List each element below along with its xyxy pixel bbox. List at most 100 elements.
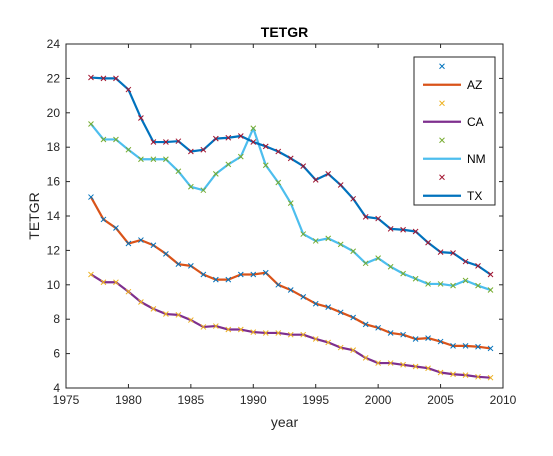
data-point-ca bbox=[350, 347, 357, 354]
legend-label-az: AZ bbox=[467, 78, 482, 92]
data-point-nm bbox=[375, 255, 381, 261]
data-point-ca bbox=[462, 372, 469, 378]
data-point-az bbox=[212, 276, 219, 283]
data-point-ca bbox=[425, 365, 431, 372]
data-point-nm bbox=[462, 277, 469, 284]
data-point-nm bbox=[325, 235, 332, 242]
data-point-az bbox=[200, 271, 207, 278]
data-point-ca bbox=[375, 360, 381, 366]
legend-label-ca: CA bbox=[467, 115, 484, 129]
legend-marker-ca bbox=[439, 100, 445, 107]
data-point-tx bbox=[437, 249, 444, 255]
x-tick-label: 1990 bbox=[240, 393, 267, 407]
y-tick-label: 20 bbox=[47, 106, 61, 120]
data-point-nm bbox=[163, 156, 169, 163]
data-point-ca bbox=[163, 311, 169, 317]
data-point-nm bbox=[275, 179, 282, 186]
data-point-az bbox=[188, 263, 194, 269]
data-point-ca bbox=[250, 329, 257, 335]
data-point-tx bbox=[250, 139, 257, 145]
data-point-nm bbox=[337, 241, 344, 248]
data-point-az bbox=[312, 300, 319, 307]
data-point-tx bbox=[175, 138, 182, 145]
data-point-nm bbox=[262, 162, 269, 169]
data-point-nm bbox=[150, 156, 157, 163]
data-point-tx bbox=[362, 214, 369, 220]
data-point-tx bbox=[387, 226, 394, 232]
x-tick-label: 1980 bbox=[115, 393, 142, 407]
data-point-ca bbox=[212, 323, 219, 329]
data-point-nm bbox=[225, 161, 232, 168]
data-point-ca bbox=[125, 288, 132, 295]
data-point-ca bbox=[113, 279, 119, 286]
data-point-ca bbox=[487, 374, 494, 381]
data-point-tx bbox=[100, 75, 107, 82]
data-point-az bbox=[262, 269, 269, 276]
data-point-az bbox=[287, 287, 294, 293]
data-point-nm bbox=[437, 281, 444, 287]
chart-title: TETGR bbox=[261, 24, 308, 40]
data-point-tx bbox=[350, 195, 357, 202]
data-point-nm bbox=[387, 263, 394, 270]
data-point-nm bbox=[412, 275, 419, 282]
data-point-ca bbox=[262, 330, 269, 336]
legend-label-tx: TX bbox=[467, 189, 482, 203]
data-point-nm bbox=[100, 136, 107, 143]
data-point-az bbox=[138, 237, 144, 243]
y-axis-label: TETGR bbox=[26, 192, 42, 239]
data-point-ca bbox=[188, 317, 194, 323]
data-point-az bbox=[425, 335, 431, 341]
data-point-nm bbox=[287, 200, 294, 206]
legend-box bbox=[413, 56, 496, 206]
data-point-ca bbox=[325, 339, 332, 346]
data-point-ca bbox=[200, 324, 207, 330]
legend: AZ CA NM TX bbox=[413, 56, 496, 206]
y-tick-label: 24 bbox=[47, 37, 61, 51]
data-point-tx bbox=[487, 271, 494, 278]
data-point-az bbox=[125, 240, 132, 247]
data-point-tx bbox=[237, 133, 244, 139]
data-point-az bbox=[163, 250, 169, 257]
data-point-tx bbox=[312, 177, 319, 183]
data-point-tx bbox=[337, 182, 344, 188]
data-point-az bbox=[450, 343, 456, 349]
data-point-ca bbox=[362, 355, 369, 361]
x-tick-label: 2000 bbox=[365, 393, 392, 407]
data-point-az bbox=[113, 225, 119, 231]
data-point-ca bbox=[312, 336, 319, 342]
data-point-ca bbox=[475, 373, 481, 380]
data-point-az bbox=[337, 309, 344, 316]
data-point-tx bbox=[462, 258, 469, 265]
data-point-az bbox=[175, 261, 182, 268]
x-tick-label: 1985 bbox=[178, 393, 205, 407]
data-point-nm bbox=[125, 146, 132, 153]
data-point-ca bbox=[275, 330, 282, 336]
y-tick-label: 22 bbox=[47, 71, 61, 85]
data-point-az bbox=[475, 343, 481, 350]
legend-marker-nm bbox=[439, 137, 445, 144]
data-point-az bbox=[150, 242, 157, 249]
data-point-nm bbox=[212, 171, 219, 177]
data-point-az bbox=[325, 304, 332, 311]
data-point-ca bbox=[225, 326, 232, 333]
data-point-nm bbox=[487, 287, 494, 293]
data-point-az bbox=[412, 336, 419, 342]
data-point-tx bbox=[375, 215, 381, 222]
data-point-az bbox=[250, 271, 257, 278]
data-point-az bbox=[362, 321, 369, 328]
series-layer bbox=[88, 74, 494, 381]
legend-marker-az bbox=[439, 63, 445, 70]
data-point-nm bbox=[250, 125, 257, 132]
legend-marker-tx bbox=[439, 174, 445, 181]
x-tick-label: 2010 bbox=[490, 393, 517, 407]
data-point-nm bbox=[88, 121, 94, 127]
data-point-ca bbox=[150, 306, 157, 312]
data-point-nm bbox=[237, 153, 244, 160]
data-point-nm bbox=[425, 281, 431, 287]
y-tick-label: 6 bbox=[53, 347, 60, 361]
data-point-tx bbox=[150, 139, 157, 145]
data-point-ca bbox=[100, 279, 107, 286]
data-point-tx bbox=[325, 171, 332, 177]
data-point-ca bbox=[237, 326, 244, 333]
data-point-tx bbox=[212, 135, 219, 142]
